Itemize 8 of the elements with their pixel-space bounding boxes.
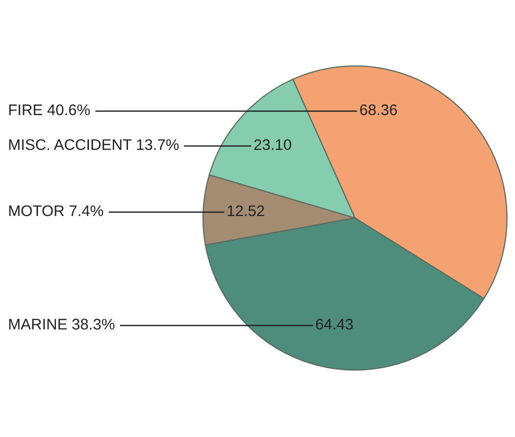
data-label: 23.10 [254,139,292,150]
data-label: 64.43 [316,318,353,330]
slice-label: MOTOR 7.4% [9,205,104,216]
data-label: 12.52 [228,205,264,216]
slice-label: MARINE 38.3% [9,318,114,330]
data-label: 68.36 [360,104,397,116]
slice-label: FIRE 40.6% [9,104,90,116]
slice-label: MISC. ACCIDENT 13.7% [9,139,179,150]
